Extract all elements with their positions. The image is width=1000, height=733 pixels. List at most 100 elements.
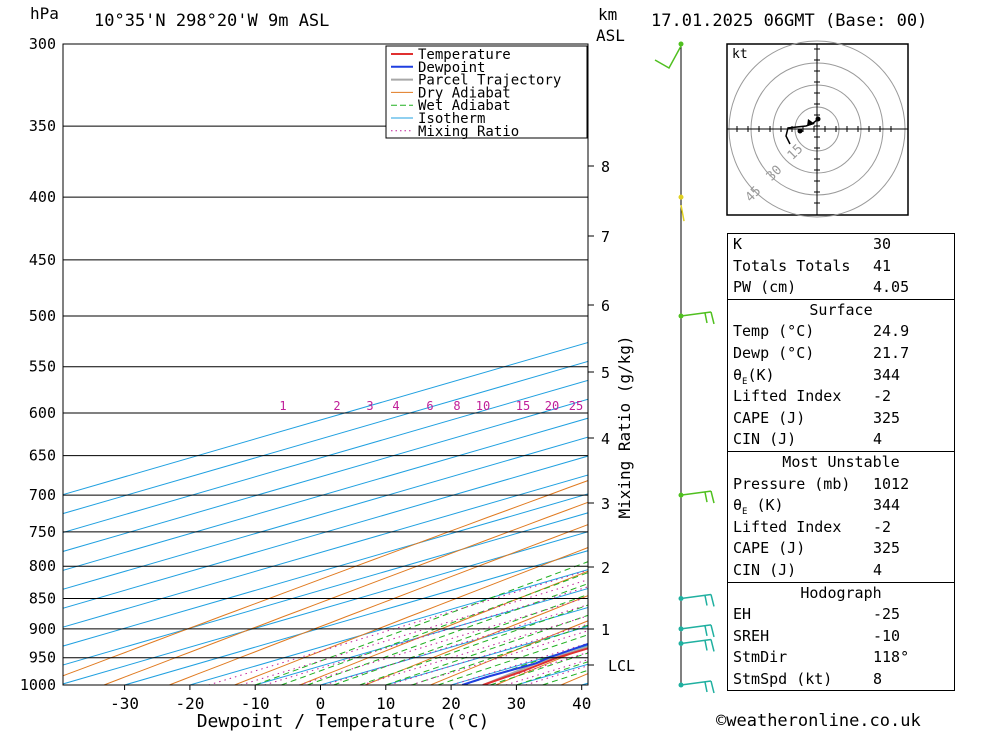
height-tick-label: 2	[601, 559, 610, 577]
hodograph-index-value: -10	[873, 626, 901, 645]
isotherm-line	[63, 360, 588, 515]
most-unstable-index-row: CIN (J) 4	[728, 560, 954, 582]
forecast-datetime: 17.01.2025 06GMT (Base: 00)	[651, 11, 928, 31]
dry-adiabat-line	[234, 547, 588, 685]
dry-adiabat-line	[169, 524, 588, 685]
general-index-value: 4.05	[873, 278, 910, 297]
surface-index-value: -2	[873, 387, 892, 406]
site-link[interactable]: weatheronline.co.uk	[726, 711, 921, 731]
hodograph-point	[797, 128, 803, 134]
temperature-tick-label: 30	[507, 694, 526, 713]
legend-isotherm-label: Isotherm	[418, 111, 485, 127]
dry-adiabat-line	[953, 44, 1000, 685]
height-tick-label: 1	[601, 621, 610, 639]
isotherm-line	[189, 569, 588, 685]
most-unstable-index-value: -2	[873, 517, 892, 536]
hodograph-index-label: EH	[733, 605, 752, 624]
temperature-tick-label: 0	[316, 694, 326, 713]
hodograph-point	[815, 116, 821, 122]
most-unstable-index-value: 325	[873, 539, 901, 558]
pressure-tick-label: 350	[29, 117, 56, 135]
general-index-row: K 30	[728, 234, 954, 256]
legend-mixing-ratio-label: Mixing Ratio	[418, 124, 519, 140]
dewpoint-line	[461, 642, 588, 685]
pressure-tick-label: 850	[29, 589, 56, 607]
isotherm-line	[63, 493, 588, 647]
pressure-tick-label: 300	[29, 35, 56, 53]
temperature-tick-label: -10	[241, 694, 270, 713]
mixing-ratio-label: 6	[426, 399, 433, 413]
mixing-ratio-label: 10	[476, 399, 490, 413]
hodograph-index-value: 118°	[873, 648, 910, 667]
most-unstable-index-label: Pressure (mb)	[733, 474, 851, 493]
general-index-row: PW (cm) 4.05	[728, 277, 954, 299]
legend-box	[385, 45, 588, 139]
height-unit-label: km	[598, 5, 618, 24]
isotherm-line	[63, 474, 588, 628]
most-unstable-index-label: θE (K)	[733, 496, 784, 518]
general-index-value: 41	[873, 256, 892, 275]
general-index-row: Totals Totals 41	[728, 256, 954, 278]
wind-barb	[680, 680, 715, 694]
wind-barb	[680, 490, 715, 504]
hodograph-index-label: SREH	[733, 626, 770, 645]
surface-index-row: Temp (°C) 24.9	[728, 321, 954, 343]
mixing-ratio-label: 4	[392, 399, 399, 413]
isotherm-line	[63, 436, 588, 590]
surface-index-row: θE(K) 344	[728, 365, 954, 387]
calm-wind-marker	[678, 194, 684, 200]
mixing-ratio-label: 20	[545, 399, 559, 413]
wind-station-dot	[678, 41, 684, 47]
mixing-ratio-label: 8	[453, 399, 460, 413]
mixing-ratio-label: 3	[366, 399, 373, 413]
pressure-tick-label: 900	[29, 620, 56, 638]
temperature-tick-label: -20	[175, 694, 204, 713]
plot-frame	[62, 43, 589, 686]
general-index-label: Totals Totals	[733, 256, 851, 275]
surface-index-row: Lifted Index -2	[728, 386, 954, 408]
most-unstable-index-label: CIN (J)	[733, 560, 797, 579]
site-credit[interactable]: ©weatheronline.co.uk	[716, 711, 921, 731]
most-unstable-index-row: Pressure (mb) 1012	[728, 474, 954, 496]
most-unstable-title: Most Unstable	[782, 452, 900, 471]
height-tick-label: 7	[601, 228, 610, 246]
wind-barb	[680, 311, 715, 325]
legend-dry-adiabat-label: Dry Adiabat	[418, 85, 511, 101]
legend-temperature-label: Temperature	[418, 47, 511, 63]
surface-index-value: 24.9	[873, 322, 910, 341]
general-index-label: K	[733, 235, 743, 253]
pressure-tick-label: 500	[29, 307, 56, 325]
isotherm-line	[124, 550, 588, 685]
dry-adiabat-line	[103, 501, 588, 685]
height-reference-label: ASL	[596, 26, 625, 45]
temperature-tick-label: -30	[110, 694, 139, 713]
surface-index-value: 21.7	[873, 343, 910, 362]
wind-barb	[654, 45, 682, 70]
surface-index-row: CAPE (J) 325	[728, 408, 954, 430]
pressure-tick-label: 450	[29, 251, 56, 269]
pressure-tick-label: 700	[29, 486, 56, 504]
pressure-tick-label: 600	[29, 404, 56, 422]
surface-index-label: Dewp (°C)	[733, 343, 815, 362]
isotherm-line	[63, 512, 588, 666]
general-indices: K 30 Totals Totals 41 PW (cm) 4.05	[728, 234, 954, 300]
legend-parcel-label: Parcel Trajectory	[418, 73, 561, 89]
most-unstable-index-row: θE (K) 344	[728, 495, 954, 517]
general-index-value: 30	[873, 235, 892, 253]
mixing-ratio-line	[240, 579, 588, 685]
wind-barb	[680, 638, 715, 652]
height-tick-label: 3	[601, 495, 610, 513]
most-unstable-index-value: 1012	[873, 474, 910, 493]
height-tick-label: 6	[601, 297, 610, 315]
height-tick-label: 5	[601, 364, 610, 382]
indices-table: K 30 Totals Totals 41 PW (cm) 4.05 Surface Te…	[727, 233, 955, 692]
hodograph-index-row: SREH -10	[728, 626, 954, 648]
isotherm-line	[63, 531, 588, 685]
dry-adiabat-line	[63, 480, 588, 677]
surface-index-label: Temp (°C)	[733, 322, 815, 341]
hodograph-index-label: StmDir	[733, 648, 788, 667]
pressure-tick-label: 800	[29, 557, 56, 575]
most-unstable-section: Most Unstable Pressure (mb) 1012 θE (K) 344…	[728, 452, 954, 583]
pressure-tick-label: 650	[29, 447, 56, 465]
